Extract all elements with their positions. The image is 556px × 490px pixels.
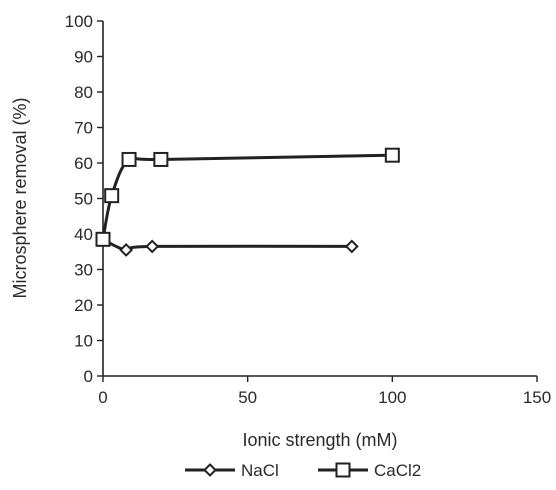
data-point-cacl2 <box>384 147 400 163</box>
data-point-cacl2 <box>95 231 111 247</box>
x-tick-label: 50 <box>238 388 257 407</box>
legend-marker-cacl2 <box>335 462 351 478</box>
x-axis-title: Ionic strength (mM) <box>242 430 397 450</box>
x-tick-label: 150 <box>523 388 551 407</box>
y-tick-label: 50 <box>74 190 93 209</box>
y-tick-label: 100 <box>65 12 93 31</box>
y-tick-label: 80 <box>74 83 93 102</box>
y-tick-label: 70 <box>74 119 93 138</box>
y-tick-label: 40 <box>74 225 93 244</box>
y-tick-label: 30 <box>74 261 93 280</box>
series-line-nacl <box>102 237 352 252</box>
y-axis-title: Microsphere removal (%) <box>10 97 30 298</box>
axes: 0 10 20 30 40 50 60 70 80 90 100 0 50 100 150 <box>65 12 552 407</box>
legend-marker-nacl <box>203 463 217 477</box>
data-point-nacl <box>119 243 134 257</box>
series-layer <box>95 147 400 257</box>
y-tick-label: 10 <box>74 332 93 351</box>
data-point-nacl <box>344 239 359 254</box>
legend-label-cacl2: CaCl2 <box>374 461 421 480</box>
x-tick-label: 0 <box>98 388 107 407</box>
legend-item-nacl: NaCl <box>185 461 279 480</box>
y-tick-label: 60 <box>74 154 93 173</box>
y-tick-label: 0 <box>84 367 93 386</box>
data-point-nacl <box>145 239 160 254</box>
x-tick-label: 100 <box>378 388 406 407</box>
y-tick-label: 90 <box>74 48 93 67</box>
data-point-cacl2 <box>121 151 137 167</box>
legend-item-cacl2: CaCl2 <box>318 461 421 480</box>
y-tick-label: 20 <box>74 296 93 315</box>
legend-label-nacl: NaCl <box>241 461 279 480</box>
data-point-cacl2 <box>153 151 169 167</box>
data-point-cacl2 <box>104 188 120 204</box>
legend: NaCl CaCl2 <box>185 461 421 480</box>
